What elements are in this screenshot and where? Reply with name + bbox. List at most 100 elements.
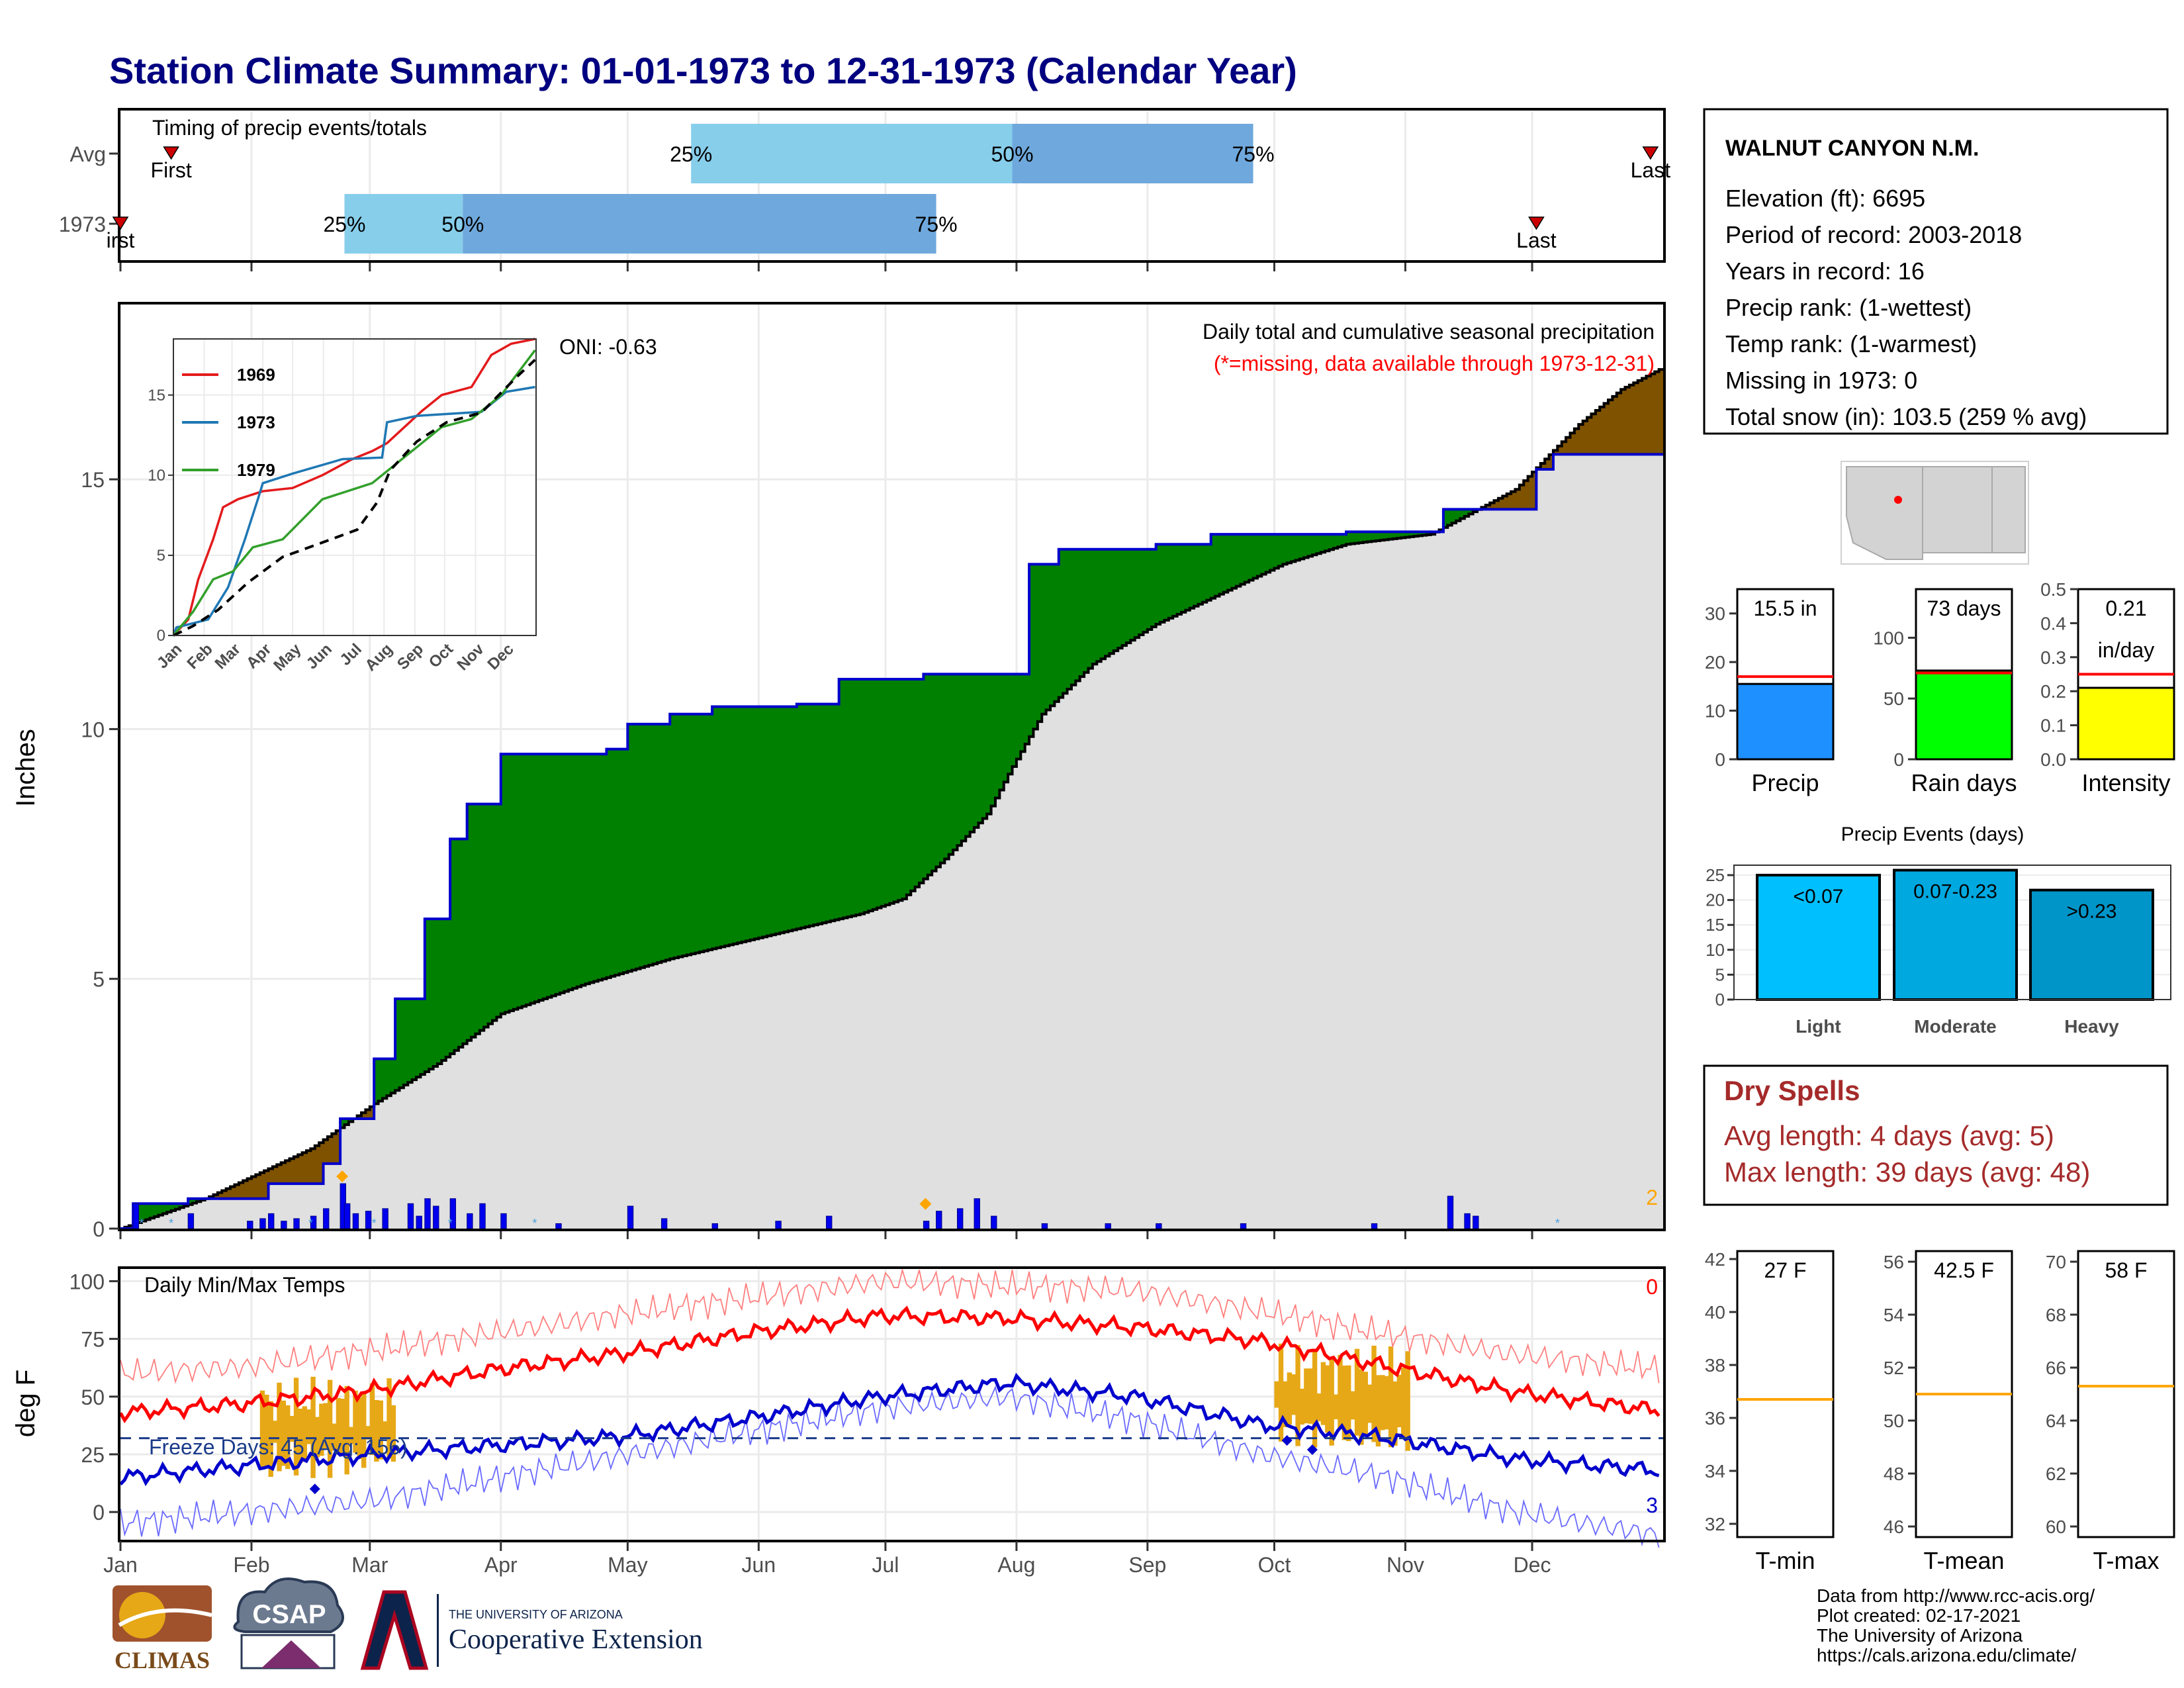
- daily-precip-bar: [424, 1198, 431, 1229]
- events-y-tick-label: 5: [1715, 964, 1725, 984]
- wet-area-strip: [467, 804, 472, 1041]
- footer-credits: Data from http://www.rcc-acis.org/Plot c…: [1817, 1585, 2095, 1665]
- average-cumulative-line: [120, 368, 1663, 1230]
- daily-precip-bar: [259, 1218, 266, 1229]
- dry-area-strip: [327, 1137, 333, 1164]
- wet-area-strip: [576, 754, 582, 987]
- wet-area-strip: [987, 674, 992, 814]
- wet-area-strip: [1097, 549, 1102, 662]
- wet-area-strip: [1392, 532, 1398, 539]
- wet-area-strip: [374, 1058, 379, 1104]
- daily-precip-bar: [1473, 1215, 1479, 1229]
- temp-box-y-tick-label: 36: [1705, 1408, 1725, 1429]
- mini-y-tick-label: 50: [1884, 688, 1904, 709]
- precip-y-tick-label: 10: [81, 718, 105, 741]
- wet-area-strip: [1181, 544, 1187, 612]
- inset-legend-label: 1979: [237, 460, 275, 480]
- temp-box-y-tick-label: 50: [1884, 1411, 1904, 1431]
- wet-area-strip: [1054, 564, 1060, 702]
- temp-y-label: deg F: [11, 1370, 40, 1437]
- wet-area-strip: [1118, 549, 1123, 649]
- dry-area-strip: [298, 1154, 303, 1184]
- precip-annotation: Daily total and cumulative seasonal prec…: [1203, 320, 1655, 344]
- dry-area-strip: [1524, 481, 1529, 510]
- dry-area-strip: [1604, 403, 1609, 455]
- mini-bar-intensity: [2077, 686, 2175, 761]
- wet-area-strip: [1422, 532, 1428, 536]
- wet-area-strip: [1333, 534, 1339, 549]
- events-y-tick-label: 20: [1706, 890, 1725, 910]
- freeze-day-bar: [361, 1393, 367, 1468]
- wet-area-strip: [864, 679, 870, 913]
- wet-area-strip: [1240, 534, 1246, 585]
- freeze-day-bar: [1287, 1372, 1293, 1425]
- wet-area-strip: [196, 1198, 202, 1202]
- daily-precip-bar: [407, 1203, 414, 1229]
- wet-area-strip: [1143, 549, 1148, 633]
- temp-grid: [119, 1270, 1663, 1540]
- wet-area-strip: [496, 804, 502, 1017]
- timing-last-label: Last: [1516, 228, 1557, 252]
- month-label: Nov: [1387, 1553, 1424, 1577]
- wet-area-strip: [805, 704, 810, 927]
- freeze-day-bar: [1396, 1374, 1402, 1428]
- freeze-day-bar: [314, 1417, 320, 1458]
- mini-y-tick-label: 0.1: [2040, 716, 2066, 736]
- wet-area-strip: [146, 1203, 151, 1220]
- wet-area-strip: [1228, 534, 1233, 590]
- wet-area-strip: [686, 714, 692, 955]
- footer-credit-line: Data from http://www.rcc-acis.org/: [1817, 1585, 2095, 1606]
- wet-area-strip: [1253, 534, 1258, 579]
- dry-area-strip: [1608, 400, 1614, 455]
- wet-area-strip: [695, 714, 700, 953]
- wet-area-strip: [610, 749, 615, 976]
- trace-marker: *: [169, 1217, 173, 1230]
- wet-area-strip: [534, 754, 540, 1002]
- dry-area-strip: [251, 1176, 257, 1199]
- mini-y-tick-label: 0.4: [2040, 613, 2066, 633]
- wet-area-strip: [572, 754, 578, 989]
- wet-area-strip: [1396, 532, 1402, 539]
- inset-month-label: Feb: [184, 640, 216, 673]
- dry-area-strip: [247, 1178, 252, 1199]
- wet-area-strip: [1295, 534, 1300, 561]
- wet-area-strip: [911, 679, 916, 891]
- station-info-box: WALNUT CANYON N.M. Elevation (ft): 6695 P…: [1703, 108, 2169, 435]
- station-info-line: Missing in 1973: 0: [1725, 367, 1917, 394]
- wet-area-strip: [817, 704, 823, 924]
- wet-area-strip: [801, 704, 806, 928]
- map-neighbors: [1991, 466, 2026, 553]
- daily-precip-bar: [711, 1223, 718, 1229]
- dry-area-strip: [319, 1143, 324, 1184]
- wet-area-strip: [175, 1203, 181, 1209]
- events-y-tick-label: 15: [1706, 915, 1725, 935]
- wet-area-strip: [500, 754, 506, 1014]
- temp-box-value: 27 F: [1764, 1258, 1806, 1282]
- wet-area-strip: [1270, 534, 1275, 571]
- wet-area-strip: [1469, 509, 1474, 514]
- inset-month-label: Sep: [394, 640, 427, 673]
- wet-area-strip: [150, 1203, 155, 1219]
- wet-area-strip: [1029, 564, 1034, 737]
- tmin-record-line: [120, 1385, 1660, 1548]
- wet-area-strip: [881, 679, 886, 907]
- freeze-day-bar: [1283, 1381, 1288, 1427]
- dry-area-strip: [1578, 424, 1584, 455]
- wet-area-strip: [1278, 534, 1284, 567]
- tmin-line: [119, 1372, 1660, 1487]
- wet-area-strip: [1443, 509, 1449, 528]
- wet-area-strip: [437, 919, 443, 1064]
- csap-cloud: [233, 1577, 344, 1633]
- wet-area-strip: [640, 724, 645, 968]
- timing-50-label: 50%: [991, 142, 1033, 166]
- daily-precip-bar: [627, 1205, 634, 1229]
- daily-precip-bar: [1371, 1223, 1378, 1229]
- freeze-days-text: Freeze Days: 45 (Avg: 156): [149, 1435, 408, 1459]
- wet-area-strip: [784, 706, 789, 932]
- daily-precip-bar: [479, 1203, 486, 1229]
- freeze-day-bar: [310, 1376, 316, 1478]
- dry-area-strip: [238, 1182, 244, 1199]
- wet-area-strip: [1451, 509, 1457, 524]
- freeze-day-bar: [1388, 1346, 1394, 1448]
- daily-precip-bar: [974, 1198, 980, 1229]
